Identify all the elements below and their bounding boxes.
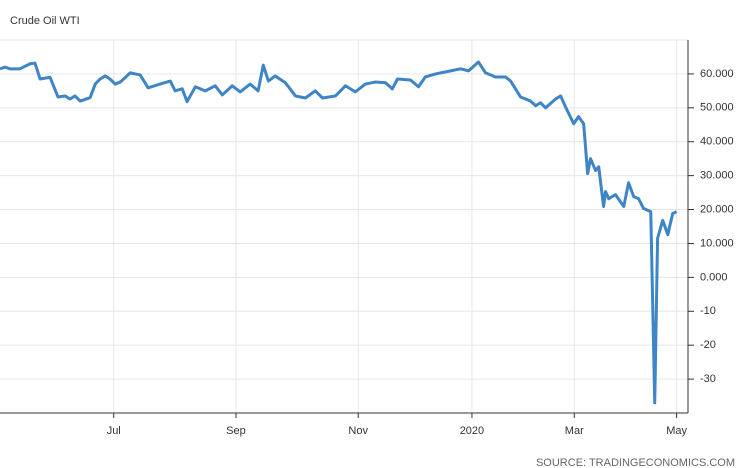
- source: SOURCE: TRADINGECONOMICS.COM: [536, 457, 735, 468]
- x-tick-label: Mar: [565, 425, 584, 437]
- y-tick-label: -10: [700, 305, 716, 317]
- x-tick-label: Nov: [348, 425, 368, 437]
- y-tick-label: 40.000: [700, 136, 734, 148]
- x-tick-label: 2020: [460, 425, 484, 437]
- x-tick-label: Jul: [107, 425, 121, 437]
- y-tick-label: -30: [700, 373, 716, 385]
- y-tick-label: 10.000: [700, 237, 734, 249]
- x-tick-label: May: [666, 425, 687, 437]
- y-tick-label: -20: [700, 339, 716, 351]
- y-tick-label: 30.000: [700, 170, 734, 182]
- y-tick-label: 60.000: [700, 68, 734, 80]
- chart-title: Crude Oil WTI: [10, 15, 80, 27]
- y-tick-label: 20.000: [700, 203, 734, 215]
- y-tick-label: 0.000: [700, 271, 728, 283]
- y-tick-label: 50.000: [700, 102, 734, 114]
- x-tick-label: Sep: [226, 425, 246, 437]
- price-line: [0, 60, 678, 405]
